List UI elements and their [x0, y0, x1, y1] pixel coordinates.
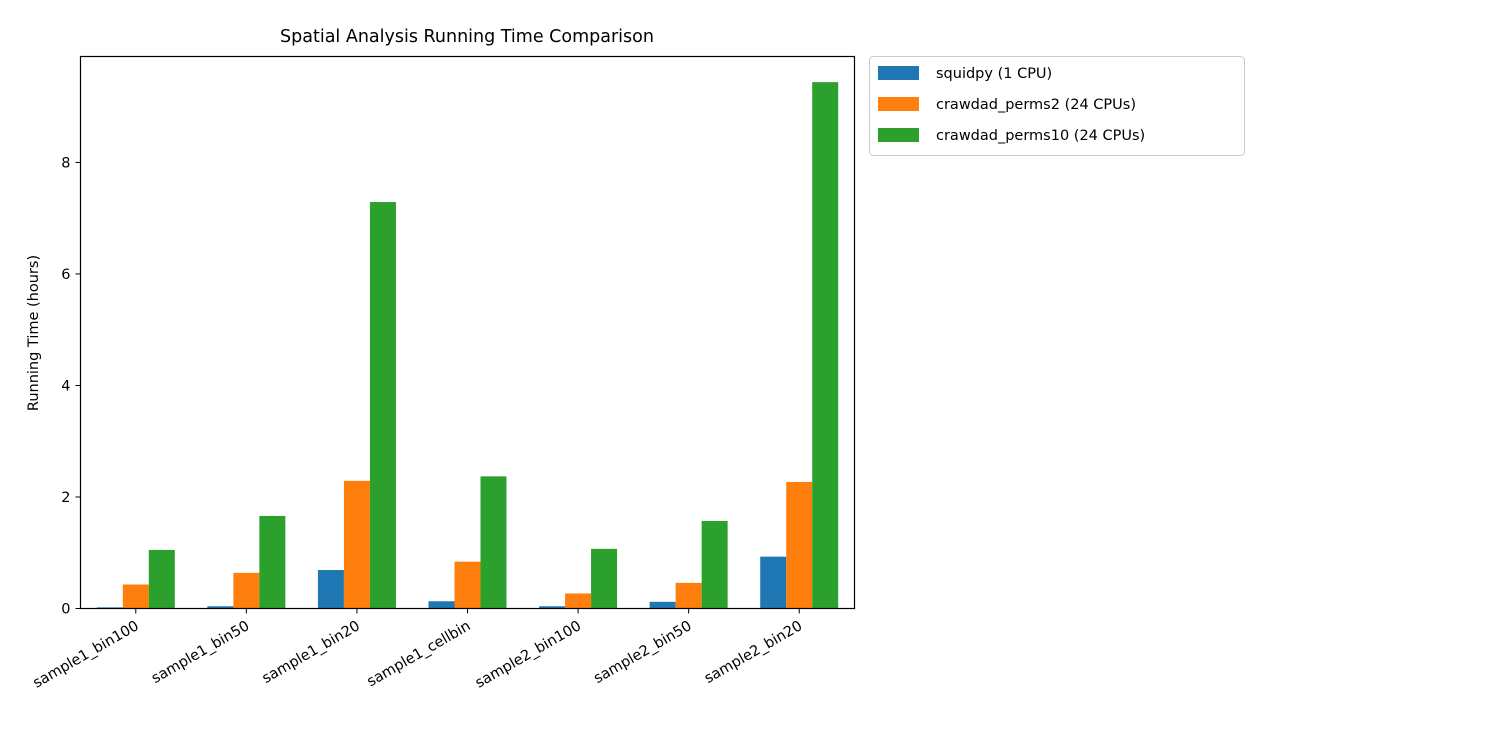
legend-label: squidpy (1 CPU) — [936, 66, 1052, 82]
x-tick-label: sample1_bin50 — [149, 618, 252, 687]
y-tick-label: 0 — [61, 602, 70, 618]
y-axis-ticks: 0 2 4 6 8 — [61, 155, 81, 618]
bar — [480, 476, 507, 609]
y-tick-label: 6 — [61, 267, 70, 283]
x-tick-label: sample1_cellbin — [365, 618, 474, 690]
legend-swatch — [878, 128, 919, 142]
bar — [812, 82, 839, 609]
bars-group — [96, 82, 839, 609]
legend: squidpy (1 CPU) crawdad_perms2 (24 CPUs) c… — [869, 56, 1245, 156]
y-tick-label: 4 — [61, 378, 70, 394]
legend-swatch — [878, 66, 919, 80]
x-tick-label: sample2_bin100 — [473, 618, 584, 692]
x-tick-label: sample1_bin100 — [30, 618, 141, 692]
bar — [317, 570, 344, 609]
bar — [369, 202, 396, 609]
bar — [565, 593, 592, 609]
bar — [675, 582, 702, 609]
bar — [649, 601, 676, 609]
y-axis-title: Running Time (hours) — [26, 255, 42, 411]
y-tick-label: 8 — [61, 155, 70, 171]
x-tick-label: sample1_bin20 — [260, 618, 363, 687]
legend-label: crawdad_perms10 (24 CPUs) — [936, 128, 1145, 144]
y-tick-label: 2 — [61, 490, 70, 506]
bar — [207, 606, 234, 609]
legend-frame — [869, 56, 1245, 156]
bar — [233, 572, 260, 609]
plot-frame — [79, 55, 856, 610]
x-tick-label: sample2_bin20 — [702, 618, 805, 687]
legend-label: crawdad_perms2 (24 CPUs) — [936, 97, 1136, 113]
x-axis-ticks: sample1_bin100 sample1_bin50 sample1_bin20… — [30, 608, 805, 692]
bar — [343, 480, 370, 609]
x-tick-label: sample2_bin50 — [591, 618, 694, 687]
bar — [760, 556, 787, 609]
bar — [786, 481, 813, 609]
bar — [701, 520, 728, 609]
chart-title: Spatial Analysis Running Time Comparison — [280, 27, 654, 47]
bar — [428, 601, 455, 609]
bar — [454, 561, 481, 609]
bar — [539, 606, 566, 609]
bar — [148, 549, 175, 609]
bar — [122, 584, 149, 609]
bar — [259, 515, 286, 609]
legend-swatch — [878, 97, 919, 111]
bar — [591, 548, 618, 609]
